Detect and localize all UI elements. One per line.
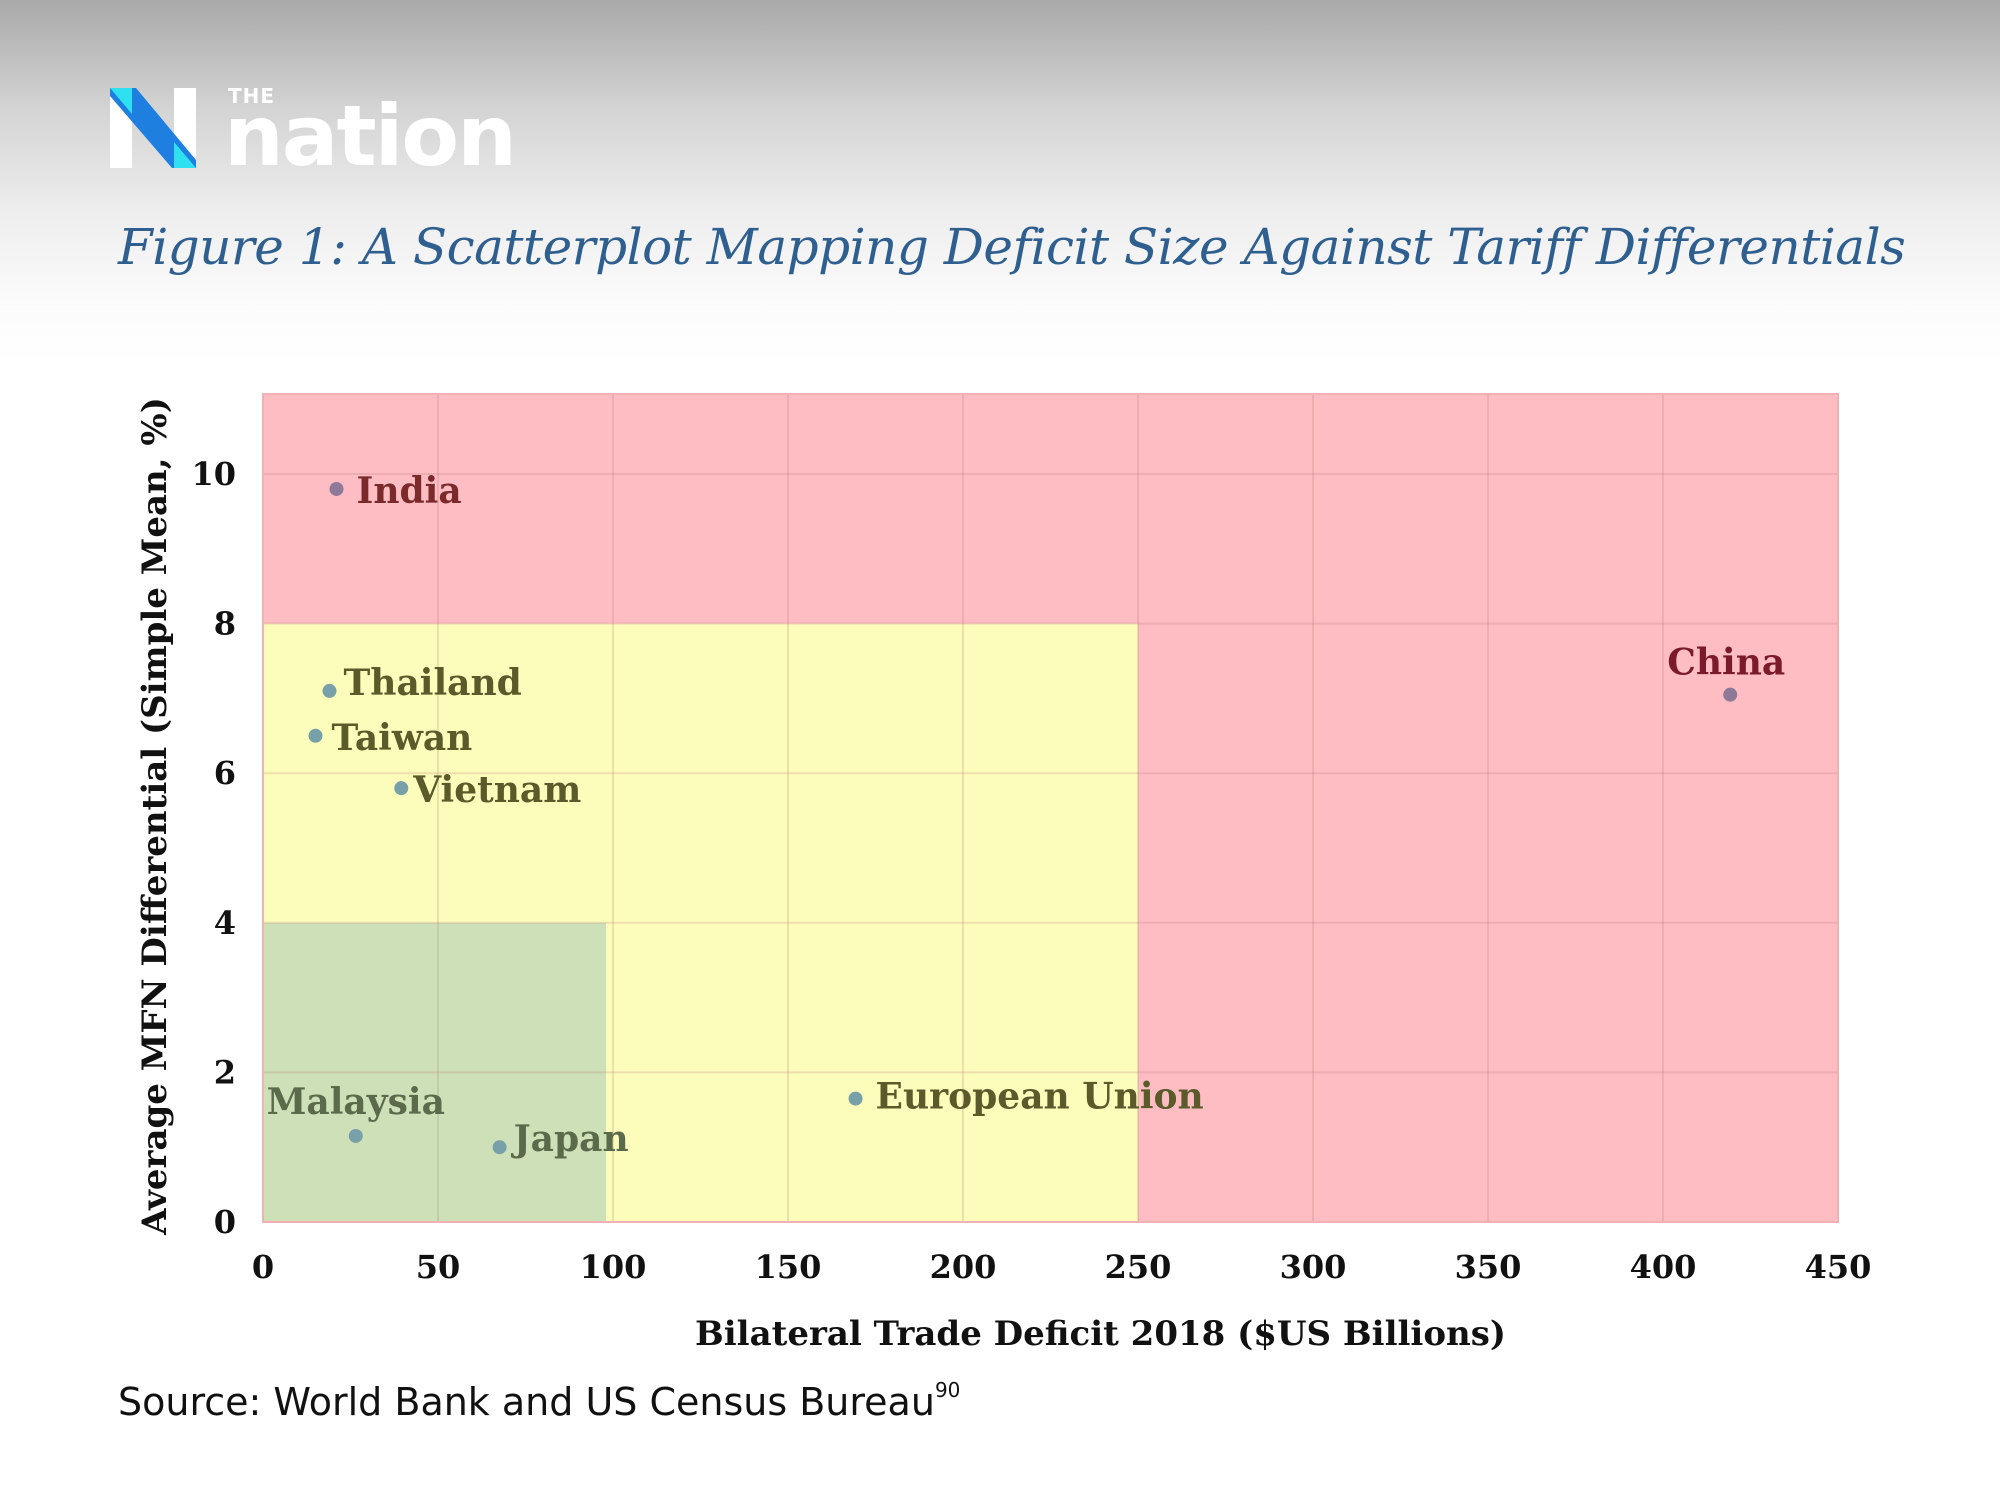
point-vietnam <box>394 781 409 796</box>
logo-wordmark: nation <box>224 87 517 185</box>
nation-logo: THE nation <box>110 84 530 182</box>
point-japan <box>492 1140 507 1155</box>
x-tick-label: 400 <box>1630 1248 1697 1286</box>
y-axis-label: Average MFN Differential (Simple Mean, %… <box>135 397 175 1236</box>
y-tick-label: 2 <box>214 1053 236 1091</box>
point-label-malaysia: Malaysia <box>267 1081 445 1123</box>
point-european-union <box>848 1091 863 1106</box>
source-text: Source: World Bank and US Census Bureau <box>118 1380 935 1424</box>
point-label-thailand: Thailand <box>344 662 522 704</box>
x-axis-label: Bilateral Trade Deficit 2018 ($US Billio… <box>695 1314 1506 1354</box>
point-india <box>329 481 344 496</box>
point-label-japan: Japan <box>511 1118 629 1160</box>
point-china <box>1723 687 1738 702</box>
x-tick-label: 150 <box>755 1248 822 1286</box>
chart-region-2 <box>263 922 606 1222</box>
source-footnote: 90 <box>934 1378 961 1402</box>
nation-n-logo-icon <box>110 88 196 168</box>
y-tick-label: 8 <box>214 605 236 643</box>
x-axis-ticks: 0 50 100 150 200 250 300 350 400 450 <box>252 1248 1872 1286</box>
figure-title: Figure 1: A Scatterplot Mapping Deficit … <box>118 218 1906 276</box>
x-tick-label: 200 <box>930 1248 997 1286</box>
chart-regions <box>263 394 1838 1222</box>
y-axis-ticks: 0 2 4 6 8 10 <box>191 455 236 1241</box>
point-label-china: China <box>1667 642 1785 684</box>
x-tick-label: 100 <box>580 1248 647 1286</box>
data-points: India Thailand Taiwan Vietnam Malaysia Japan E… <box>267 470 1786 1160</box>
x-tick-label: 50 <box>416 1248 461 1286</box>
y-tick-label: 6 <box>214 754 236 792</box>
y-tick-label: 0 <box>214 1203 236 1241</box>
logo-the-text: THE <box>228 84 276 108</box>
point-label-european-union: European Union <box>876 1076 1204 1118</box>
source-note: Source: World Bank and US Census Bureau9… <box>118 1378 960 1424</box>
chart-gridlines <box>262 394 1839 1223</box>
point-malaysia <box>348 1128 363 1143</box>
x-tick-label: 350 <box>1455 1248 1522 1286</box>
point-label-vietnam: Vietnam <box>412 769 581 811</box>
point-thailand <box>322 683 337 698</box>
y-tick-label: 10 <box>191 455 236 493</box>
point-label-taiwan: Taiwan <box>332 717 473 759</box>
plot-border <box>262 393 1839 1223</box>
x-tick-label: 250 <box>1105 1248 1172 1286</box>
point-label-india: India <box>357 470 462 512</box>
x-tick-label: 300 <box>1280 1248 1347 1286</box>
point-taiwan <box>308 728 323 743</box>
y-tick-label: 4 <box>214 904 236 942</box>
x-tick-label: 0 <box>252 1248 274 1286</box>
x-tick-label: 450 <box>1805 1248 1872 1286</box>
